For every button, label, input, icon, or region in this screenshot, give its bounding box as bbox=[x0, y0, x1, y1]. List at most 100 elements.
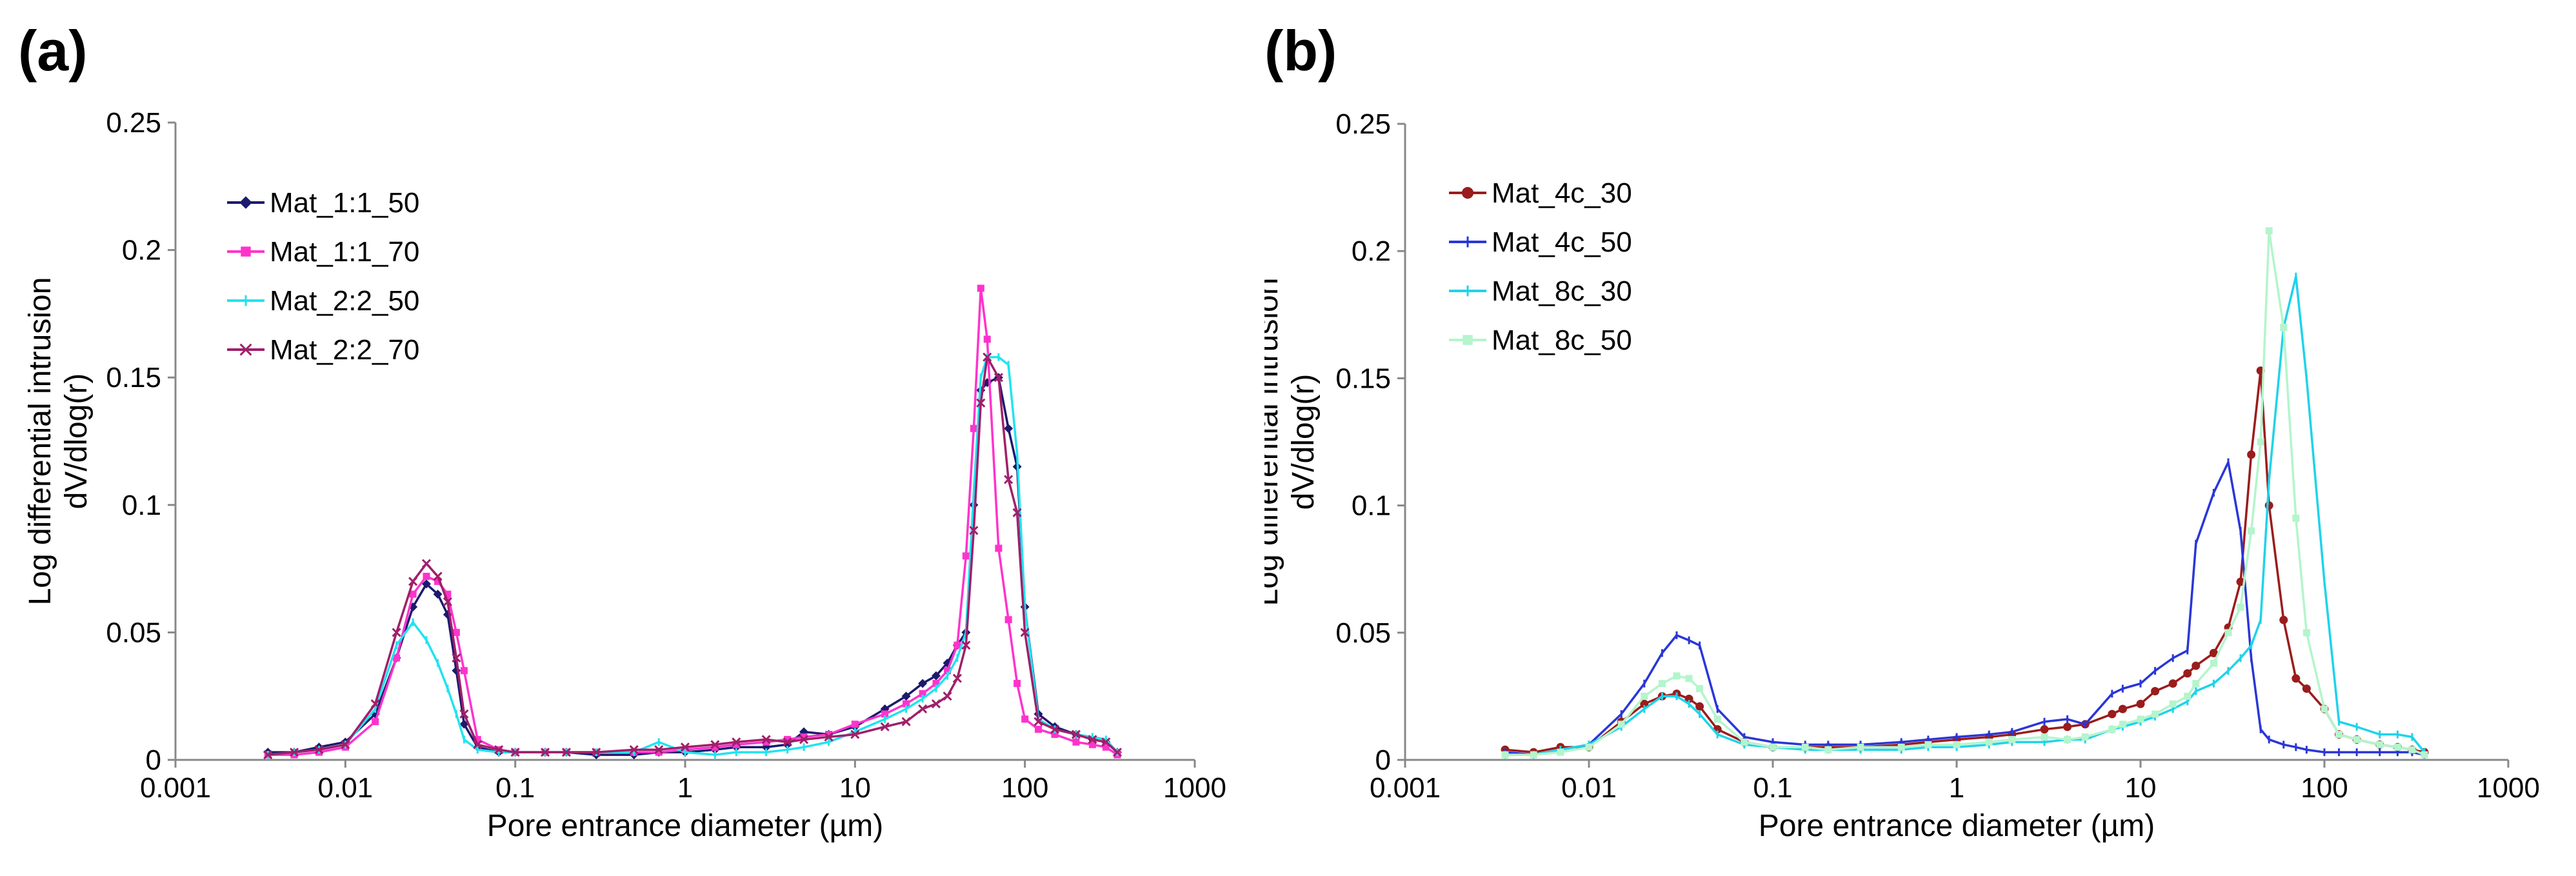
x-tick-label: 1000 bbox=[1163, 772, 1226, 804]
legend-item: Mat_4c_50 bbox=[1449, 226, 1632, 258]
data-point bbox=[680, 742, 690, 752]
chart-b-svg: 0 0.05 0.1 0.15 0.2 0.25 0.001 0.01 0.1 1 10 100 100… bbox=[1250, 108, 2540, 843]
data-point bbox=[783, 737, 792, 747]
data-point bbox=[2224, 629, 2232, 637]
legend-item: Mat_8c_30 bbox=[1449, 275, 1632, 307]
y-tick-label: 0.15 bbox=[1335, 363, 1391, 394]
data-point bbox=[2236, 577, 2245, 586]
x-tick-label: 1000 bbox=[2477, 772, 2540, 804]
data-point bbox=[1530, 751, 1537, 759]
data-point bbox=[732, 741, 740, 748]
y-tick-label: 0.25 bbox=[1335, 108, 1391, 140]
data-point bbox=[443, 597, 452, 607]
data-point bbox=[993, 373, 1003, 383]
legend-item: Mat_2:2_50 bbox=[227, 285, 419, 317]
data-point bbox=[421, 579, 431, 589]
data-point bbox=[851, 721, 859, 728]
data-point bbox=[393, 654, 401, 662]
data-point bbox=[654, 745, 664, 755]
series-Mat_2:2_70 bbox=[263, 352, 1123, 760]
y-axis-title-line: dV/dlog(r) bbox=[1286, 374, 1321, 510]
y-axis-title-line: Log differential intrusion bbox=[1264, 278, 1284, 606]
x-tick-label: 0.01 bbox=[318, 772, 374, 804]
data-point bbox=[1557, 748, 1564, 756]
data-point bbox=[1658, 680, 1666, 688]
chart-a-svg: 0 0.05 0.1 0.15 0.2 0.25 0.001 0.01 0.1 1 10 100 100… bbox=[23, 107, 1226, 843]
data-point bbox=[459, 709, 469, 719]
data-point bbox=[903, 700, 910, 708]
data-point bbox=[1004, 616, 1012, 624]
series-line bbox=[268, 355, 1119, 756]
legend-item: Mat_1:1_70 bbox=[227, 236, 419, 268]
data-point bbox=[341, 740, 350, 750]
data-point bbox=[2168, 679, 2177, 688]
data-point bbox=[1004, 424, 1013, 433]
data-point bbox=[1012, 508, 1022, 517]
data-point bbox=[710, 740, 720, 750]
data-point bbox=[1741, 738, 1748, 746]
data-point bbox=[2321, 705, 2328, 713]
data-point bbox=[2209, 648, 2218, 657]
data-point bbox=[2151, 687, 2160, 696]
data-point bbox=[263, 750, 273, 760]
data-point bbox=[1713, 715, 1721, 723]
data-point bbox=[2063, 722, 2072, 732]
data-point bbox=[510, 748, 520, 757]
data-point bbox=[2183, 669, 2192, 678]
data-point bbox=[314, 745, 324, 755]
data-point bbox=[1985, 738, 1993, 746]
x-tick-label: 1 bbox=[1949, 772, 1964, 804]
data-point bbox=[460, 667, 468, 675]
data-point bbox=[880, 722, 890, 732]
y-tick-label: 0.2 bbox=[1352, 235, 1391, 267]
data-point bbox=[825, 730, 833, 738]
data-point bbox=[969, 526, 979, 535]
data-point bbox=[931, 671, 941, 681]
data-point bbox=[881, 710, 889, 718]
x-tick-label: 0.001 bbox=[140, 772, 211, 804]
data-point bbox=[2137, 715, 2144, 723]
data-point bbox=[2393, 743, 2401, 751]
data-point bbox=[1013, 679, 1021, 687]
data-point bbox=[2192, 680, 2200, 688]
data-point bbox=[392, 628, 401, 637]
legend-marker bbox=[1461, 186, 1474, 199]
data-point bbox=[732, 737, 741, 747]
data-point bbox=[763, 738, 770, 746]
x-tick-label: 100 bbox=[2301, 772, 2348, 804]
data-point bbox=[1051, 730, 1059, 738]
x-tick-label: 0.1 bbox=[1753, 772, 1792, 804]
y-tick-label: 0.15 bbox=[106, 362, 161, 393]
x-tick-label: 10 bbox=[839, 772, 871, 804]
data-point bbox=[592, 748, 601, 757]
data-point bbox=[561, 748, 571, 757]
data-point bbox=[799, 735, 809, 744]
series-Mat_8c_50 bbox=[1501, 227, 2428, 759]
data-point bbox=[2064, 735, 2072, 743]
data-point bbox=[962, 552, 970, 560]
data-point bbox=[944, 667, 952, 675]
data-point bbox=[2152, 710, 2159, 718]
data-point bbox=[433, 572, 443, 581]
x-axis-title: Pore entrance diameter (µm) bbox=[1759, 809, 2155, 843]
data-point bbox=[2040, 725, 2049, 734]
data-point bbox=[2248, 527, 2255, 535]
data-point bbox=[1897, 743, 1905, 751]
data-point bbox=[2169, 700, 2177, 708]
x-tick-label: 0.01 bbox=[1561, 772, 1617, 804]
data-point bbox=[2237, 603, 2244, 611]
legend-label: Mat_8c_50 bbox=[1492, 324, 1632, 356]
data-point bbox=[421, 559, 432, 568]
data-point bbox=[290, 748, 299, 757]
data-point bbox=[1101, 737, 1111, 747]
data-point bbox=[2192, 661, 2201, 670]
data-point bbox=[1924, 741, 1932, 748]
y-tick-label: 0.1 bbox=[122, 490, 161, 521]
data-point bbox=[2008, 735, 2016, 743]
data-point bbox=[2119, 721, 2126, 728]
data-point bbox=[761, 735, 771, 744]
data-point bbox=[2408, 746, 2416, 753]
legend-marker bbox=[239, 196, 252, 209]
data-point bbox=[2108, 726, 2116, 733]
data-point bbox=[474, 735, 481, 743]
